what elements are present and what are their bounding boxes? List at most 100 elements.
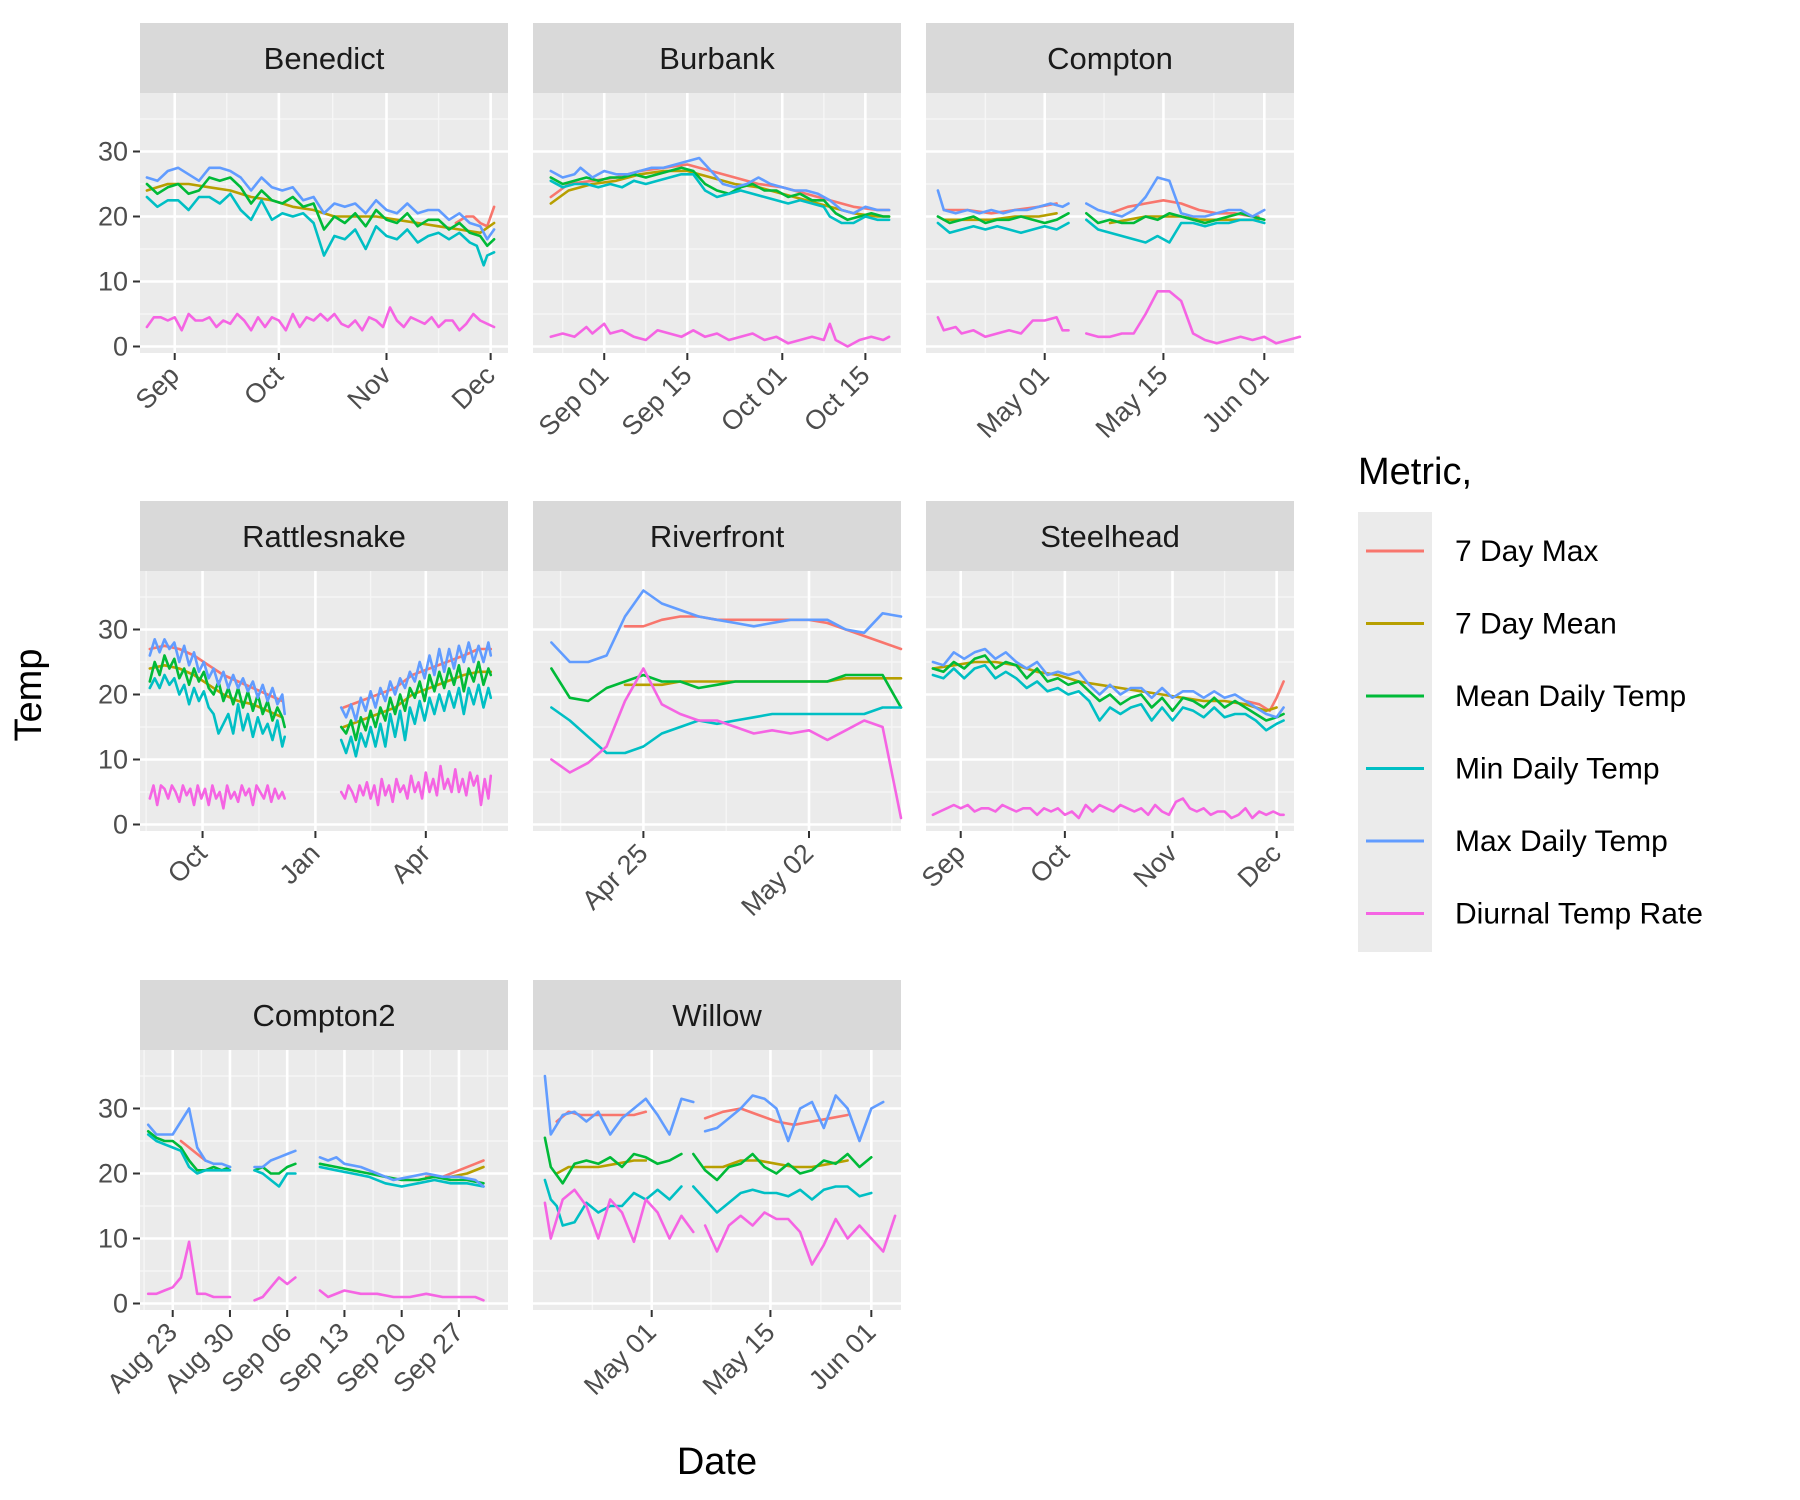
panel-gridlines [533, 1050, 901, 1310]
series-line-mean-daily-temp [691, 1152, 873, 1182]
series-line-diurnal-temp-rate [936, 315, 1070, 339]
legend-item-min-daily-temp: Min Daily Temp [1366, 753, 1660, 786]
panel-strip [926, 23, 1294, 93]
legend-item-label: 7 Day Max [1455, 535, 1598, 568]
series-line-7-day-max [623, 615, 903, 651]
legend-item-7-day-max: 7 Day Max [1366, 535, 1598, 568]
series-line-max-daily-temp [703, 1094, 885, 1143]
series-line-min-daily-temp [145, 192, 496, 267]
series-line-diurnal-temp-rate [543, 1188, 695, 1244]
legend: Metric, 7 Day Max 7 Day Mean Mean Daily Te… [1358, 451, 1703, 952]
panel-series [145, 166, 496, 332]
series-line-max-daily-temp [549, 156, 891, 215]
panel-strip-label: Benedict [264, 41, 385, 76]
series-line-mean-daily-temp [146, 1130, 232, 1172]
y-axis: 0 10 20 30 [98, 615, 140, 840]
series-line-diurnal-temp-rate [146, 1240, 232, 1299]
series-line-max-daily-temp [550, 589, 903, 664]
series-line-7-day-mean [555, 1159, 648, 1175]
y-tick-label: 20 [98, 1159, 128, 1189]
series-line-diurnal-temp-rate [550, 667, 903, 820]
legend-item-diurnal-temp-rate: Diurnal Temp Rate [1366, 898, 1703, 931]
legend-item-mean-daily-temp: Mean Daily Temp [1366, 680, 1686, 713]
y-axis: 0 10 20 30 [98, 1094, 140, 1319]
legend-key-background [1358, 512, 1432, 952]
y-tick-label: 0 [113, 332, 128, 362]
y-tick-label: 10 [98, 267, 128, 297]
y-tick-label: 30 [98, 137, 128, 167]
panel-strip-label: Riverfront [650, 519, 785, 554]
series-line-diurnal-temp-rate [318, 1289, 485, 1302]
series-line-min-daily-temp [148, 673, 287, 748]
panel-series [549, 156, 891, 348]
panel-strip [533, 501, 901, 571]
panel-series [146, 1107, 485, 1302]
panel-strip-label: Steelhead [1040, 519, 1180, 554]
legend-item-label: 7 Day Mean [1455, 608, 1617, 641]
panel-gridlines [533, 571, 901, 831]
y-tick-label: 0 [113, 1289, 128, 1319]
legend-item-7-day-mean: 7 Day Mean [1366, 608, 1617, 641]
panel-series [936, 176, 1302, 345]
series-line-min-daily-temp [936, 221, 1070, 235]
series-line-mean-daily-temp [145, 176, 496, 248]
series-line-max-daily-temp [146, 1107, 232, 1169]
y-tick-label: 20 [98, 680, 128, 710]
y-tick-label: 30 [98, 615, 128, 645]
legend-title: Metric, [1358, 451, 1472, 493]
panel-series [543, 1074, 897, 1266]
series-line-mean-daily-temp [936, 212, 1070, 225]
panel-strip [533, 23, 901, 93]
series-line-max-daily-temp [936, 189, 1070, 215]
legend-item-label: Max Daily Temp [1455, 825, 1668, 858]
series-line-diurnal-temp-rate [145, 306, 496, 332]
legend-item-label: Diurnal Temp Rate [1455, 898, 1703, 931]
panel-plot-area [533, 571, 901, 831]
panel-strip-label: Compton2 [252, 998, 395, 1033]
panel-strip [926, 501, 1294, 571]
series-line-min-daily-temp [1085, 218, 1266, 244]
series-line-max-daily-temp [318, 1156, 485, 1188]
series-line-min-daily-temp [318, 1165, 485, 1188]
series-line-mean-daily-temp [339, 660, 493, 742]
series-line-diurnal-temp-rate [1085, 289, 1302, 345]
y-tick-label: 0 [113, 810, 128, 840]
y-axis: 0 10 20 30 [98, 137, 140, 362]
y-tick-label: 20 [98, 202, 128, 232]
legend-items: 7 Day Max 7 Day Mean Mean Daily Temp Min Da… [1366, 535, 1703, 931]
panel-series [931, 647, 1285, 820]
panel-plot-area [140, 93, 508, 353]
series-line-max-daily-temp [543, 1074, 695, 1136]
panel-strip-label: Willow [672, 998, 762, 1033]
panel-strip-label: Rattlesnake [242, 519, 406, 554]
panel-strip-label: Burbank [659, 41, 775, 76]
series-line-min-daily-temp [253, 1169, 297, 1188]
series-line-min-daily-temp [543, 1178, 683, 1227]
x-axis-title: Date [677, 1441, 757, 1483]
series-line-max-daily-temp [1085, 176, 1266, 218]
series-line-min-daily-temp [549, 173, 891, 225]
series-line-7-day-max [179, 1139, 207, 1162]
series-line-7-day-mean [703, 1159, 849, 1169]
series-line-diurnal-temp-rate [253, 1276, 297, 1302]
series-line-diurnal-temp-rate [148, 784, 287, 810]
series-line-max-daily-temp [145, 166, 496, 241]
series-line-mean-daily-temp [549, 166, 891, 222]
series-line-7-day-max [703, 1107, 849, 1127]
series-line-mean-daily-temp [1085, 212, 1266, 225]
series-line-min-daily-temp [339, 683, 493, 758]
series-line-mean-daily-temp [550, 667, 903, 709]
series-line-min-daily-temp [550, 706, 903, 755]
y-tick-label: 10 [98, 745, 128, 775]
legend-item-max-daily-temp: Max Daily Temp [1366, 825, 1668, 858]
panel-strip [140, 980, 508, 1050]
series-line-max-daily-temp [931, 647, 1285, 719]
series-line-diurnal-temp-rate [703, 1211, 897, 1266]
panel-strip [140, 23, 508, 93]
series-line-max-daily-temp [253, 1149, 297, 1169]
series-line-mean-daily-temp [318, 1162, 485, 1185]
series-line-diurnal-temp-rate [549, 322, 891, 348]
series-line-diurnal-temp-rate [339, 764, 493, 807]
